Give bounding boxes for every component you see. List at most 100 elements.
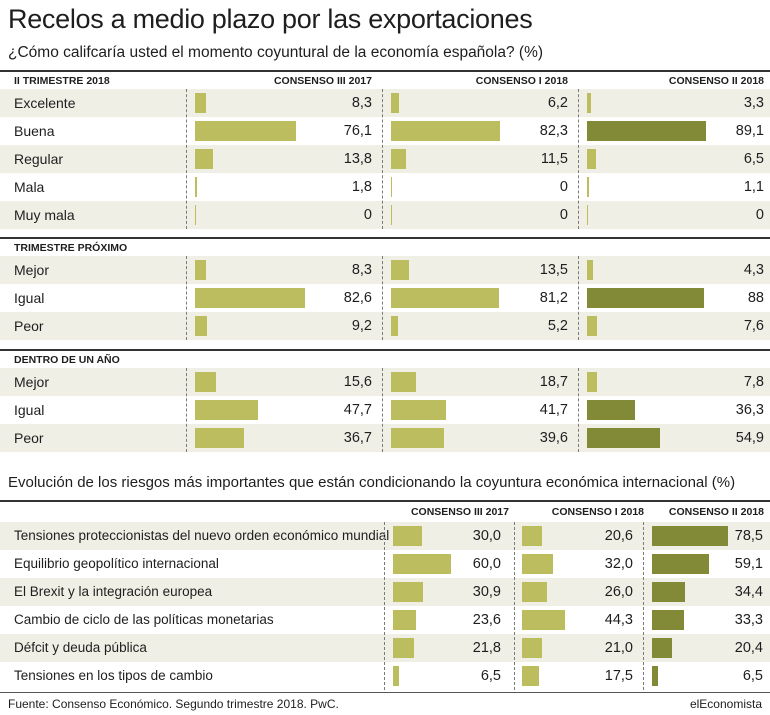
row-label: Buena <box>14 123 55 139</box>
bar <box>587 93 592 113</box>
table-row: Mejor 15,6 18,7 7,8 <box>0 368 770 396</box>
risks-title: Evolución de los riesgos más importantes… <box>8 474 736 491</box>
section-heading: II TRIMESTRE 2018 <box>14 75 110 87</box>
value-label: 4,3 <box>743 262 764 278</box>
bar <box>393 554 452 574</box>
value-label: 11,5 <box>540 151 568 167</box>
value-label: 7,8 <box>743 374 764 390</box>
bar <box>652 526 729 546</box>
section-heading: DENTRO DE UN AÑO <box>14 354 120 366</box>
column-separator <box>514 522 515 690</box>
value-label: 26,0 <box>604 584 633 600</box>
value-label: 36,7 <box>343 430 372 446</box>
column-header: CONSENSO III 2017 <box>410 506 509 518</box>
column-header: CONSENSO I 2018 <box>475 75 568 87</box>
value-label: 39,6 <box>539 430 568 446</box>
row-label: Tensiones en los tipos de cambio <box>14 668 213 683</box>
bar <box>391 428 444 448</box>
bar <box>391 288 499 308</box>
bar <box>393 610 416 630</box>
value-label: 6,2 <box>547 95 568 111</box>
row-label: El Brexit y la integración europea <box>14 584 213 599</box>
value-label: 21,8 <box>472 640 501 656</box>
value-label: 81,2 <box>539 290 568 306</box>
value-label: 9,2 <box>351 318 372 334</box>
section-rule <box>0 237 770 239</box>
row-label: Peor <box>14 318 44 334</box>
value-label: 36,3 <box>735 402 764 418</box>
table-row: Regular 13,8 11,5 6,5 <box>0 145 770 173</box>
bar <box>652 638 672 658</box>
bar <box>587 121 706 141</box>
bar <box>391 121 501 141</box>
bar <box>195 149 214 169</box>
row-label: Muy mala <box>14 207 75 223</box>
bar <box>587 372 598 392</box>
value-label: 6,5 <box>743 151 764 167</box>
value-label: 1,1 <box>743 179 764 195</box>
chart-subtitle: ¿Cómo califcaría usted el momento coyunt… <box>8 44 544 61</box>
section-rule <box>0 349 770 351</box>
column-header: CONSENSO I 2018 <box>551 506 644 518</box>
table-row: Peor 36,7 39,6 54,9 <box>0 424 770 452</box>
table-row: Equilibrio geopolítico internacional 60,0… <box>0 550 770 578</box>
value-label: 34,4 <box>734 584 763 600</box>
value-label: 60,0 <box>472 556 501 572</box>
bar <box>652 666 659 686</box>
value-label: 21,0 <box>604 640 633 656</box>
bar <box>391 177 392 197</box>
column-separator <box>384 522 385 690</box>
value-label: 0 <box>559 179 568 195</box>
column-separator <box>382 256 383 340</box>
bar <box>522 554 554 574</box>
column-separator <box>643 522 644 690</box>
bar <box>391 316 398 336</box>
bar <box>391 149 407 169</box>
bar <box>393 582 423 602</box>
table-row: Buena 76,1 82,3 89,1 <box>0 117 770 145</box>
chart-title: Recelos a medio plazo por las exportacio… <box>8 4 533 34</box>
value-label: 3,3 <box>743 95 764 111</box>
row-label: Mejor <box>14 262 50 278</box>
value-label: 1,8 <box>351 179 372 195</box>
bar <box>522 526 542 546</box>
bar <box>195 177 198 197</box>
value-label: 82,6 <box>343 290 372 306</box>
row-label: Peor <box>14 430 44 446</box>
value-label: 17,5 <box>604 668 633 684</box>
bar <box>652 582 686 602</box>
value-label: 0 <box>755 207 764 223</box>
row-label: Igual <box>14 290 45 306</box>
bar <box>522 666 539 686</box>
section-rule <box>0 500 770 502</box>
row-label: Tensiones proteccionistas del nuevo orde… <box>14 528 390 543</box>
value-label: 41,7 <box>539 402 568 418</box>
table-row: Muy mala 0 0 0 <box>0 201 770 229</box>
bar <box>587 149 596 169</box>
bar <box>587 260 593 280</box>
value-label: 30,0 <box>472 528 501 544</box>
table-row: Mejor 8,3 13,5 4,3 <box>0 256 770 284</box>
bar <box>195 372 216 392</box>
bar <box>391 260 409 280</box>
bar <box>195 260 207 280</box>
value-label: 13,5 <box>539 262 568 278</box>
bar <box>522 638 543 658</box>
table-row: Igual 47,7 41,7 36,3 <box>0 396 770 424</box>
value-label: 6,5 <box>480 668 501 684</box>
value-label: 15,6 <box>343 374 372 390</box>
bar <box>587 400 636 420</box>
bar <box>195 205 196 225</box>
value-label: 20,4 <box>734 640 763 656</box>
bar <box>195 316 208 336</box>
table-row: El Brexit y la integración europea 30,9 26… <box>0 578 770 606</box>
column-separator <box>578 89 579 229</box>
bar <box>652 610 685 630</box>
value-label: 6,5 <box>742 668 763 684</box>
column-separator <box>382 368 383 452</box>
bar <box>587 205 588 225</box>
row-label: Cambio de ciclo de las políticas monetar… <box>14 612 274 627</box>
table-row: Excelente 8,3 6,2 3,3 <box>0 89 770 117</box>
row-label: Regular <box>14 151 64 167</box>
value-label: 20,6 <box>604 528 633 544</box>
